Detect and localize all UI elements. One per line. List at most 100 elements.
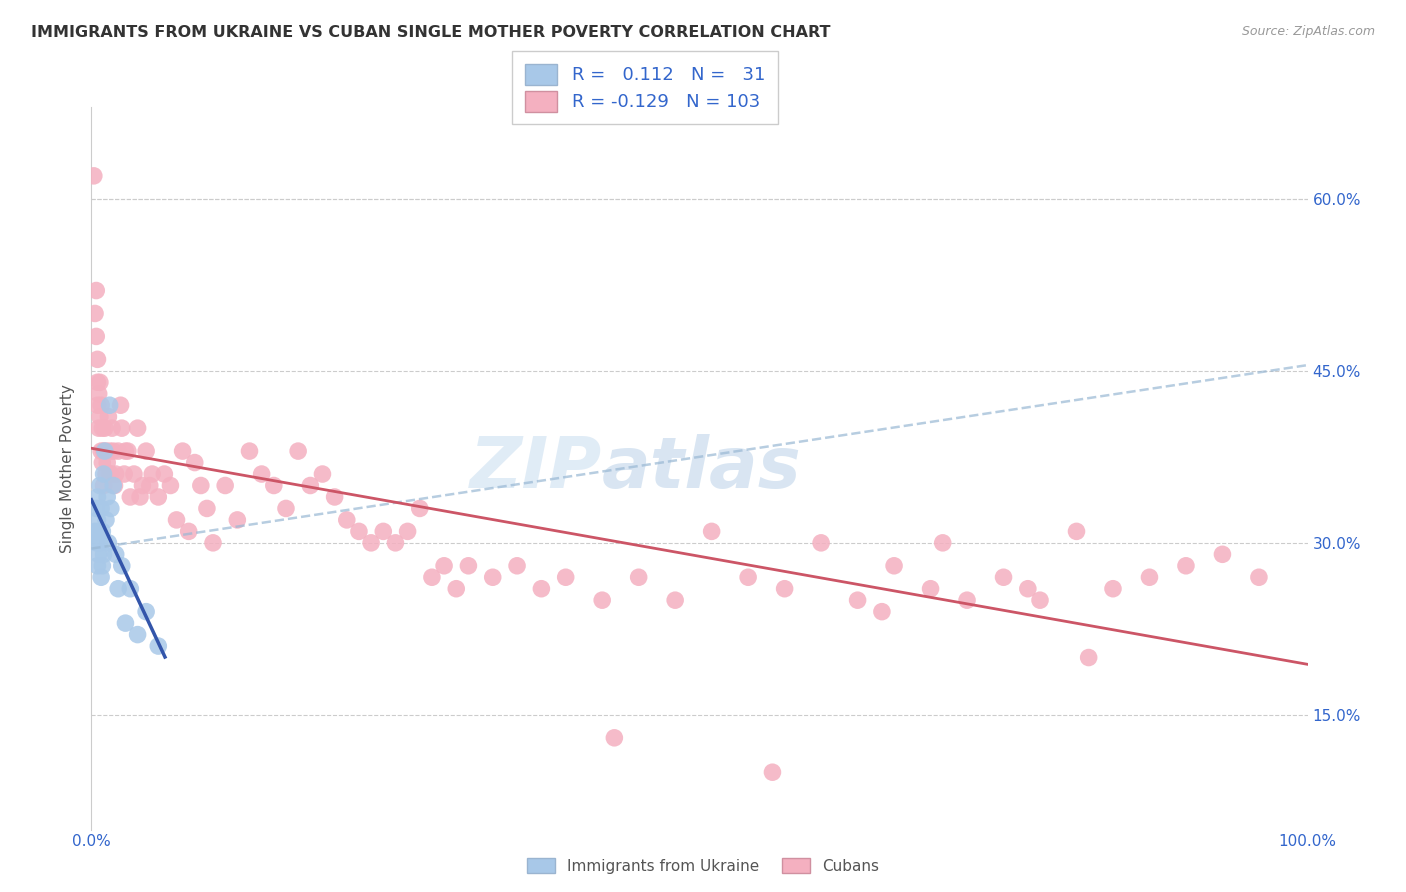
Point [396, 524, 419, 539]
Point [148, 639, 170, 653]
Point [86, 376, 108, 390]
Point [409, 501, 432, 516]
Point [94, 444, 117, 458]
Point [89, 409, 111, 424]
Point [336, 513, 359, 527]
Point [299, 478, 322, 492]
Text: atlas: atlas [602, 434, 801, 503]
Point [100, 501, 122, 516]
Point [127, 421, 149, 435]
Point [347, 524, 370, 539]
Point [104, 467, 127, 481]
Point [86, 558, 108, 573]
Point [139, 478, 162, 492]
Point [1066, 524, 1088, 539]
Point [1139, 570, 1161, 584]
Point [481, 570, 503, 584]
Point [89, 478, 111, 492]
Point [98, 467, 121, 481]
Point [96, 456, 118, 470]
Point [111, 421, 134, 435]
Point [84, 329, 107, 343]
Point [250, 467, 273, 481]
Point [202, 536, 225, 550]
Point [135, 444, 157, 458]
Point [87, 524, 110, 539]
Point [506, 558, 529, 573]
Point [263, 478, 285, 492]
Point [956, 593, 979, 607]
Point [93, 467, 115, 481]
Point [111, 558, 134, 573]
Point [94, 444, 117, 458]
Point [86, 398, 108, 412]
Point [97, 409, 120, 424]
Text: Source: ZipAtlas.com: Source: ZipAtlas.com [1241, 25, 1375, 38]
Point [87, 421, 110, 435]
Point [89, 376, 111, 390]
Point [87, 386, 110, 401]
Point [166, 513, 188, 527]
Text: ZIP: ZIP [470, 434, 602, 503]
Point [761, 765, 783, 780]
Point [87, 547, 110, 561]
Text: IMMIGRANTS FROM UKRAINE VS CUBAN SINGLE MOTHER POVERTY CORRELATION CHART: IMMIGRANTS FROM UKRAINE VS CUBAN SINGLE … [31, 25, 831, 40]
Point [1247, 570, 1270, 584]
Point [384, 536, 406, 550]
Point [90, 444, 112, 458]
Point [131, 478, 153, 492]
Point [664, 593, 686, 607]
Point [86, 490, 108, 504]
Point [360, 536, 382, 550]
Point [141, 467, 163, 481]
Point [83, 169, 105, 183]
Y-axis label: Single Mother Poverty: Single Mother Poverty [60, 384, 76, 553]
Point [457, 558, 479, 573]
Point [120, 582, 142, 596]
Point [103, 444, 125, 458]
Point [91, 456, 114, 470]
Point [311, 467, 333, 481]
Point [94, 467, 117, 481]
Point [94, 421, 117, 435]
Point [1211, 547, 1233, 561]
Point [91, 558, 114, 573]
Point [94, 513, 117, 527]
Point [93, 547, 115, 561]
Point [1029, 593, 1052, 607]
Point [84, 306, 107, 320]
Point [91, 524, 114, 539]
Point [112, 467, 135, 481]
Point [91, 421, 114, 435]
Point [90, 398, 112, 412]
Point [920, 582, 942, 596]
Point [114, 444, 136, 458]
Point [104, 547, 127, 561]
Point [274, 501, 297, 516]
Point [420, 570, 443, 584]
Legend: Immigrants from Ukraine, Cubans: Immigrants from Ukraine, Cubans [522, 852, 884, 880]
Point [530, 582, 553, 596]
Point [98, 398, 121, 412]
Point [103, 478, 125, 492]
Point [373, 524, 395, 539]
Point [870, 605, 893, 619]
Point [1077, 650, 1099, 665]
Point [90, 501, 112, 516]
Point [84, 536, 107, 550]
Point [86, 513, 108, 527]
Point [846, 593, 869, 607]
Point [107, 582, 129, 596]
Point [122, 467, 145, 481]
Point [127, 627, 149, 641]
Point [214, 478, 236, 492]
Point [323, 490, 346, 504]
Point [93, 478, 115, 492]
Point [226, 513, 249, 527]
Point [114, 616, 136, 631]
Point [117, 444, 139, 458]
Point [591, 593, 613, 607]
Point [773, 582, 796, 596]
Point [603, 731, 626, 745]
Point [810, 536, 832, 550]
